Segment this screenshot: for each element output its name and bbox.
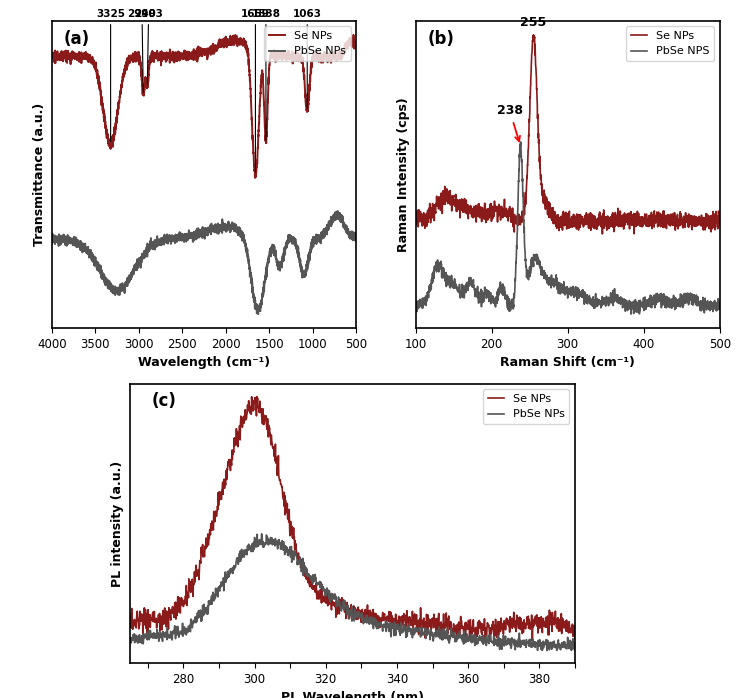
Se NPs (80, 53, 89, 61)
Se NPs (598, 230, 607, 238)
Text: 1659: 1659 (241, 9, 270, 172)
Text: 2903: 2903 (134, 9, 163, 84)
Se NPs (715, 218, 724, 226)
PbSe NPS (537, 265, 546, 274)
PbSe NPs (346, 235, 355, 243)
PbSe NPS (516, 138, 525, 146)
Line: Se NPs: Se NPs (130, 396, 575, 641)
Line: PbSe NPs: PbSe NPs (130, 534, 575, 651)
Y-axis label: Raman Intensity (cps): Raman Intensity (cps) (397, 97, 410, 252)
PbSe NPs (125, 634, 134, 642)
Text: 238: 238 (497, 105, 523, 141)
Se NPs (252, 392, 261, 401)
Se NPs (182, 50, 191, 59)
Se NPs (345, 37, 354, 45)
Line: PbSe NPs: PbSe NPs (52, 211, 356, 314)
Se NPs (529, 31, 538, 39)
Text: 255: 255 (520, 16, 547, 29)
PbSe NPs (333, 207, 342, 215)
Se NPs (411, 215, 420, 223)
Se NPs (125, 619, 134, 628)
Se NPs (47, 50, 56, 59)
PbSe NPs (185, 626, 194, 634)
Line: PbSe NPS: PbSe NPS (416, 142, 720, 314)
Se NPs (91, 66, 100, 74)
PbSe NPs (257, 530, 266, 538)
Text: (b): (b) (427, 30, 455, 48)
Se NPs (476, 206, 485, 214)
PbSe NPs (104, 277, 113, 285)
PbSe NPs (369, 625, 378, 633)
Se NPs (104, 135, 113, 143)
Se NPs (571, 634, 580, 643)
Se NPs (251, 174, 260, 182)
PbSe NPS (626, 310, 635, 318)
X-axis label: PL Wavelength (nm): PL Wavelength (nm) (281, 692, 424, 698)
PbSe NPS (476, 288, 485, 297)
PbSe NPs (319, 583, 328, 591)
Se NPs (276, 475, 285, 484)
PbSe NPs (200, 607, 209, 615)
PbSe NPs (234, 225, 243, 234)
PbSe NPs (360, 618, 369, 627)
PbSe NPS (619, 297, 628, 306)
Text: 1538: 1538 (252, 9, 280, 140)
Text: 2949: 2949 (128, 9, 157, 92)
PbSe NPs (91, 260, 100, 269)
Se NPs (352, 44, 361, 52)
PbSe NPS (715, 305, 724, 313)
Legend: Se NPs, PbSe NPs: Se NPs, PbSe NPs (264, 27, 351, 61)
Se NPs (360, 616, 369, 625)
Se NPs (428, 214, 437, 222)
PbSe NPS (536, 258, 545, 267)
Legend: Se NPs, PbSe NPs: Se NPs, PbSe NPs (483, 389, 570, 424)
Se NPs (319, 592, 328, 600)
Se NPs (234, 40, 243, 48)
Se NPs (619, 216, 628, 225)
Text: 3325: 3325 (96, 9, 125, 142)
Legend: Se NPs, PbSe NPS: Se NPs, PbSe NPS (626, 27, 715, 61)
Se NPs (537, 181, 546, 189)
PbSe NPS (525, 263, 534, 272)
PbSe NPS (428, 278, 437, 286)
PbSe NPs (254, 310, 263, 318)
Se NPs (525, 118, 533, 126)
PbSe NPs (533, 646, 542, 655)
PbSe NPs (182, 237, 191, 246)
Se NPs (349, 31, 358, 39)
Line: Se NPs: Se NPs (52, 35, 356, 178)
PbSe NPs (47, 240, 56, 248)
Se NPs (536, 164, 545, 172)
PbSe NPs (80, 242, 89, 250)
Se NPs (528, 637, 536, 646)
Se NPs (185, 574, 194, 583)
Y-axis label: PL intensity (a.u.): PL intensity (a.u.) (111, 461, 125, 586)
Y-axis label: Transmittance (a.u.): Transmittance (a.u.) (33, 103, 47, 246)
PbSe NPS (411, 306, 420, 315)
Se NPs (369, 609, 378, 617)
PbSe NPs (276, 538, 285, 547)
PbSe NPs (571, 641, 580, 650)
X-axis label: Wavelength (cm⁻¹): Wavelength (cm⁻¹) (138, 357, 270, 369)
X-axis label: Raman Shift (cm⁻¹): Raman Shift (cm⁻¹) (500, 357, 635, 369)
Text: 1063: 1063 (293, 9, 322, 108)
Text: (c): (c) (152, 392, 177, 410)
PbSe NPs (352, 236, 361, 244)
Line: Se NPs: Se NPs (416, 35, 720, 234)
Text: (a): (a) (64, 30, 91, 48)
Se NPs (200, 545, 209, 554)
